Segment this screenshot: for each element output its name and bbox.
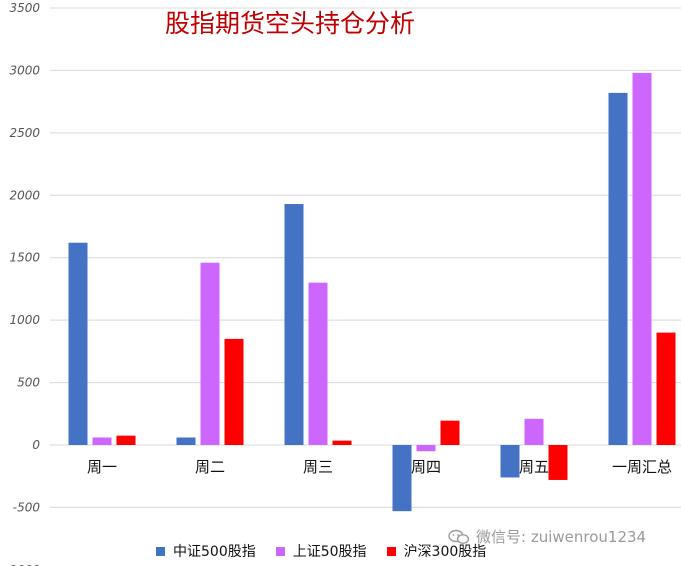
bar-csi300-4: [548, 445, 568, 480]
bar-csi500-0: [68, 242, 88, 445]
gridlines: [50, 7, 681, 508]
y-tick-label: 0: [32, 438, 40, 452]
bars: [68, 72, 676, 512]
legend-label-sse50: 上证50股指: [292, 544, 367, 560]
bar-csi500-5: [608, 92, 628, 445]
bar-csi300-2: [332, 440, 352, 445]
bar-csi300-0: [116, 435, 136, 445]
watermark: 微信号: zuiwenrou1234: [448, 526, 646, 547]
y-tick-label: -1000: [5, 563, 40, 566]
y-tick-label: 3500: [9, 1, 40, 15]
wechat-icon: [448, 529, 470, 545]
bar-csi300-1: [224, 338, 244, 445]
x-tick-label: 周一: [87, 458, 117, 476]
legend-item-csi300: 沪深300股指: [386, 541, 487, 561]
y-tick-label: 2000: [9, 188, 40, 202]
y-axis-ticks: 3500 3000 2500 2000 1500 1000 500 0 -500 -1000: [5, 1, 40, 566]
chart-legend: 中证500股指 上证50股指 沪深300股指: [156, 541, 486, 561]
bar-csi500-1: [176, 437, 196, 445]
y-tick-label: 500: [17, 376, 40, 390]
bar-sse50-0: [92, 437, 112, 445]
bar-sse50-2: [308, 282, 328, 445]
bar-csi300-5: [656, 332, 676, 445]
y-tick-label: 2500: [9, 126, 40, 140]
bar-sse50-1: [200, 262, 220, 445]
bar-csi500-4: [500, 445, 520, 478]
legend-label-csi500: 中证500股指: [173, 544, 256, 560]
bar-sse50-4: [524, 418, 544, 445]
x-tick-label: 周二: [195, 458, 225, 476]
bar-csi300-3: [440, 420, 460, 445]
x-tick-label: 周五: [519, 458, 549, 476]
y-tick-label: -500: [13, 500, 41, 514]
chart-title: 股指期货空头持仓分析: [165, 9, 415, 38]
x-tick-label: 一周汇总: [612, 458, 672, 476]
y-tick-label: 1500: [9, 251, 40, 265]
legend-label-csi300: 沪深300股指: [403, 544, 487, 560]
y-tick-label: 3000: [9, 63, 40, 77]
y-tick-label: 1000: [9, 313, 40, 327]
x-tick-label: 周三: [303, 458, 333, 476]
x-axis-ticks: 周一 周二 周三 周四 周五 一周汇总: [87, 458, 672, 476]
legend-swatch-csi300: [386, 546, 396, 556]
legend-item-csi500: 中证500股指: [156, 541, 256, 561]
watermark-text: 微信号: zuiwenrou1234: [476, 528, 647, 546]
legend-item-sse50: 上证50股指: [275, 541, 367, 561]
legend-swatch-csi500: [156, 546, 165, 556]
x-tick-label: 周四: [411, 458, 441, 476]
bar-sse50-5: [632, 72, 652, 445]
legend-swatch-sse50: [275, 546, 285, 556]
bar-csi500-3: [392, 445, 412, 512]
bar-csi500-2: [284, 204, 304, 445]
bar-sse50-3: [416, 445, 436, 452]
